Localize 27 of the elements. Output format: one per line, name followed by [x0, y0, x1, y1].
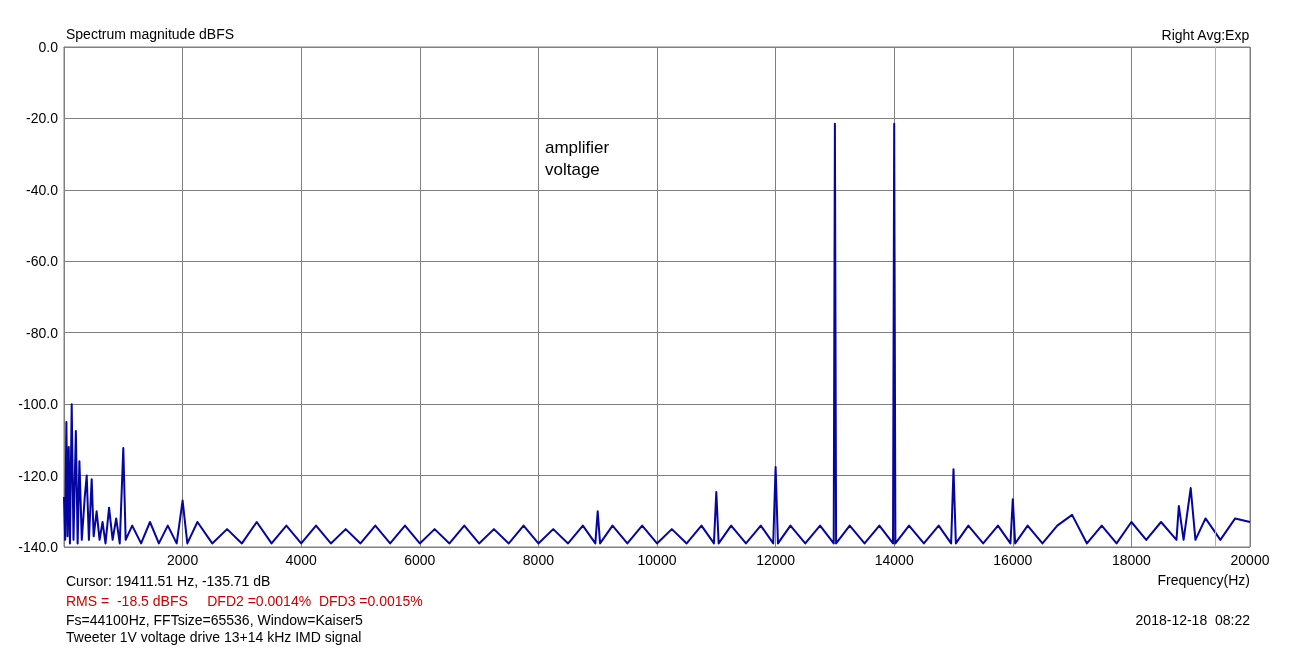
text: Fs=44100Hz, FFTsize=65536, Window=Kaiser5 — [66, 612, 364, 628]
text: Cursor: 19411.51 Hz, -135.71 dB — [66, 573, 271, 589]
y-tick-label: -40.0 — [26, 181, 59, 198]
x-tick-label: 2000 — [167, 552, 199, 568]
x-tick-label: 4000 — [285, 552, 317, 568]
x-tick-label: 20000 — [1230, 552, 1270, 568]
x-tick-label: 14000 — [874, 552, 914, 568]
y-tick-label: 0.0 — [38, 39, 59, 55]
annotation: amplifier voltage — [545, 137, 610, 179]
x-tick-label: 18000 — [1111, 552, 1152, 568]
x-axis-title: Frequency(Hz) — [1157, 572, 1251, 588]
text: Tweeter 1V voltage drive 13+14 kHz IMD signal — [66, 629, 362, 645]
x-tick-label: 12000 — [756, 552, 796, 568]
y-tick-label: -120.0 — [18, 467, 59, 484]
text: 2018-12-18 08:22 — [1135, 612, 1251, 628]
x-tick-label: 8000 — [522, 552, 555, 568]
y-tick-label: -60.0 — [26, 253, 59, 270]
x-tick-label: 10000 — [637, 552, 677, 568]
y-tick-label: -100.0 — [18, 396, 59, 413]
y-axis-title: Spectrum magnitude dBFS — [66, 26, 235, 42]
y-tick-label: -20.0 — [26, 110, 59, 127]
text: RMS = -18.5 dBFS DFD2 =0.0014% DFD3 =0.0015% — [66, 593, 423, 609]
x-tick-label: 6000 — [404, 552, 436, 568]
y-tick-label: -140.0 — [18, 539, 59, 555]
text: Right Avg:Exp — [1161, 27, 1250, 43]
y-tick-label: -80.0 — [26, 324, 59, 341]
x-tick-label: 16000 — [993, 552, 1033, 568]
